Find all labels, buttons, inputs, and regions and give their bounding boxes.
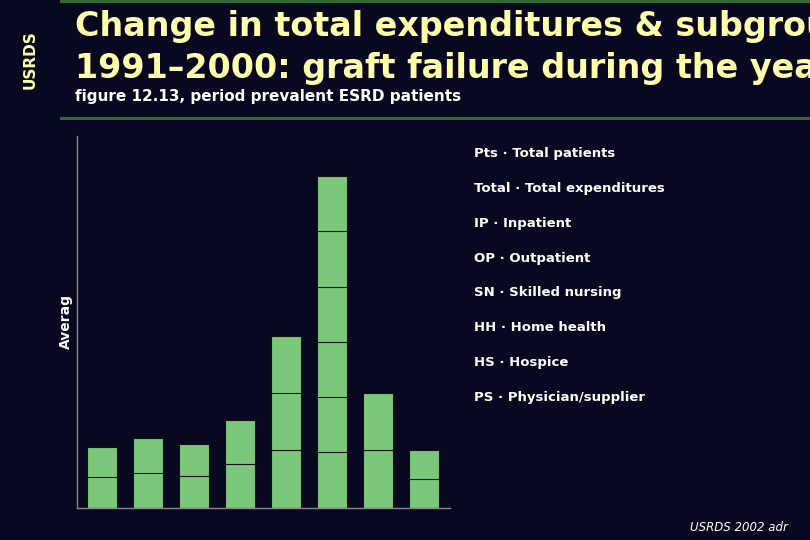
Bar	[179, 444, 209, 508]
Bar	[87, 447, 117, 508]
Text: 1991–2000: graft failure during the year: 1991–2000: graft failure during the year	[75, 52, 810, 85]
Text: HS · Hospice: HS · Hospice	[474, 356, 569, 369]
Text: PS · Physician/supplier: PS · Physician/supplier	[474, 391, 645, 404]
Text: USRDS 2002 adr: USRDS 2002 adr	[689, 521, 787, 534]
Text: HH · Home health: HH · Home health	[474, 321, 606, 334]
Text: Total · Total expenditures: Total · Total expenditures	[474, 182, 664, 195]
Text: Change in total expenditures & subgroups,: Change in total expenditures & subgroups…	[75, 10, 810, 43]
Bar	[364, 393, 393, 508]
Text: USRDS: USRDS	[23, 31, 37, 90]
Bar	[409, 450, 439, 508]
Text: OP · Outpatient: OP · Outpatient	[474, 252, 590, 265]
Text: IP · Inpatient: IP · Inpatient	[474, 217, 571, 230]
Text: SN · Skilled nursing: SN · Skilled nursing	[474, 286, 621, 299]
Text: figure 12.13, period prevalent ESRD patients: figure 12.13, period prevalent ESRD pati…	[75, 90, 461, 104]
Bar	[134, 438, 163, 508]
Bar	[271, 336, 301, 508]
Bar	[318, 176, 347, 508]
Text: Pts · Total patients: Pts · Total patients	[474, 147, 615, 160]
Bar	[225, 420, 255, 508]
Y-axis label: Averag: Averag	[59, 294, 73, 349]
